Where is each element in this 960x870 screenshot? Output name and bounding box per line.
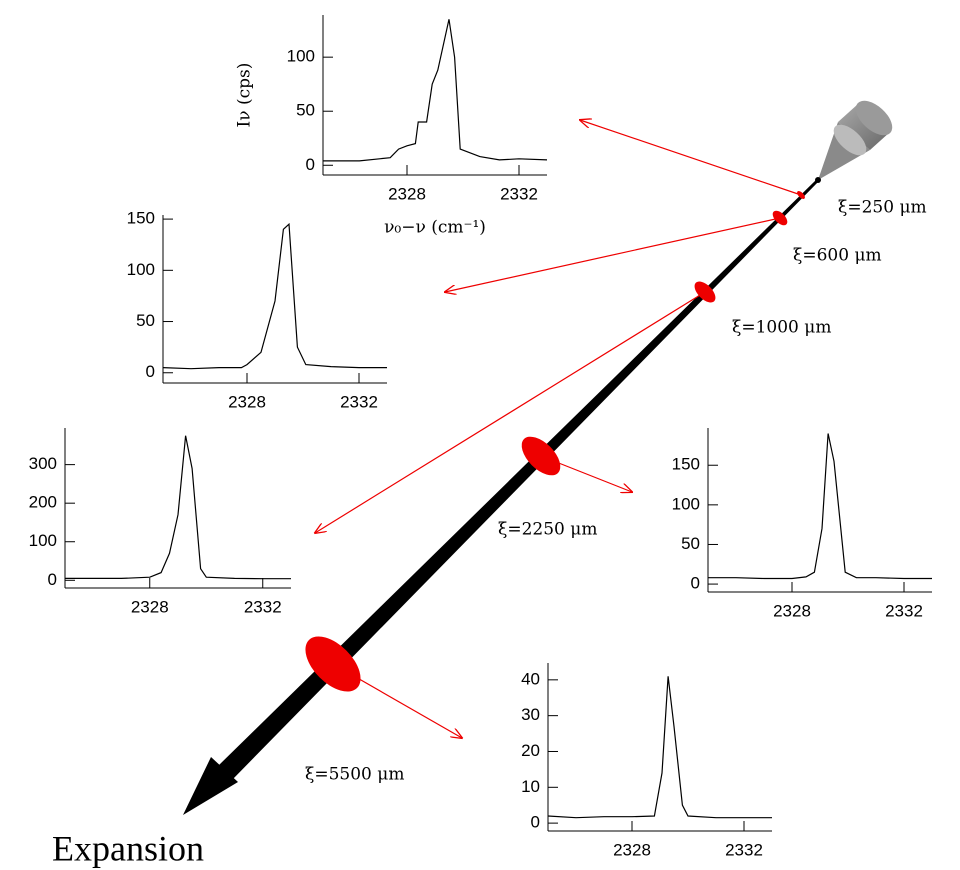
y-tick-label: 300 (29, 454, 57, 473)
y-axis-label: Iν (cps) (235, 63, 255, 128)
x-tick-label: 2332 (885, 601, 923, 620)
panel: 0 50 100 150 2328 2332 ξ=600 μm (127, 209, 882, 412)
expansion-head (183, 757, 238, 815)
y-tick-label: 0 (48, 570, 57, 589)
expansion-label: Expansion (52, 828, 204, 868)
spectrum-line (162, 222, 387, 370)
spectrum-line (323, 19, 548, 162)
spectrum-line (65, 435, 291, 580)
position-label: ξ=1000 μm (732, 318, 831, 338)
y-tick-label: 100 (287, 47, 315, 66)
y-tick-label: 0 (306, 155, 315, 174)
spectrum-line (708, 433, 932, 580)
x-tick-label: 2328 (773, 601, 811, 620)
y-tick-label: 0 (531, 813, 540, 832)
y-tick-label: 200 (29, 493, 57, 512)
panel: 0 100 200 300 2328 2332 ξ=1000 μm (29, 318, 832, 617)
x-tick-label: 2328 (228, 392, 266, 411)
y-tick-label: 20 (521, 741, 540, 760)
panel: 0 50 100 150 2328 2332 ξ=2250 μm (498, 428, 932, 620)
x-tick-label: 2328 (613, 840, 651, 859)
x-tick-label: 2332 (725, 840, 763, 859)
x-tick-label: 2332 (500, 184, 538, 203)
x-axis-label: ν₀−ν (cm⁻¹) (384, 218, 486, 238)
x-tick-label: 2328 (388, 184, 426, 203)
y-tick-label: 150 (127, 209, 155, 228)
y-tick-label: 50 (136, 311, 155, 330)
y-tick-label: 0 (146, 362, 155, 381)
y-tick-label: 10 (521, 777, 540, 796)
x-tick-label: 2332 (244, 597, 282, 616)
panel: 0 10 20 30 40 2328 2332 ξ=5500 μm (305, 663, 772, 859)
panel: 0 50 100 2328 2332 ν₀−ν (cm⁻¹) Iν (cps) ξ=250 μ… (235, 15, 927, 238)
position-label: ξ=250 μm (838, 198, 927, 218)
y-tick-label: 100 (127, 260, 155, 279)
y-tick-label: 30 (521, 705, 540, 724)
position-label: ξ=600 μm (793, 246, 882, 266)
spectrum-line (547, 676, 772, 819)
x-tick-label: 2328 (131, 597, 169, 616)
y-tick-label: 0 (691, 574, 700, 593)
y-tick-label: 40 (521, 669, 540, 688)
y-tick-label: 150 (672, 455, 700, 474)
x-tick-label: 2332 (340, 392, 378, 411)
expansion-shaft (218, 179, 819, 780)
pointers (315, 120, 802, 738)
position-label: ξ=2250 μm (498, 520, 597, 540)
y-tick-label: 50 (296, 101, 315, 120)
y-tick-label: 50 (681, 534, 700, 553)
y-tick-label: 100 (29, 531, 57, 550)
y-tick-label: 100 (672, 494, 700, 513)
position-label: ξ=5500 μm (305, 765, 404, 785)
nozzle (815, 100, 893, 183)
